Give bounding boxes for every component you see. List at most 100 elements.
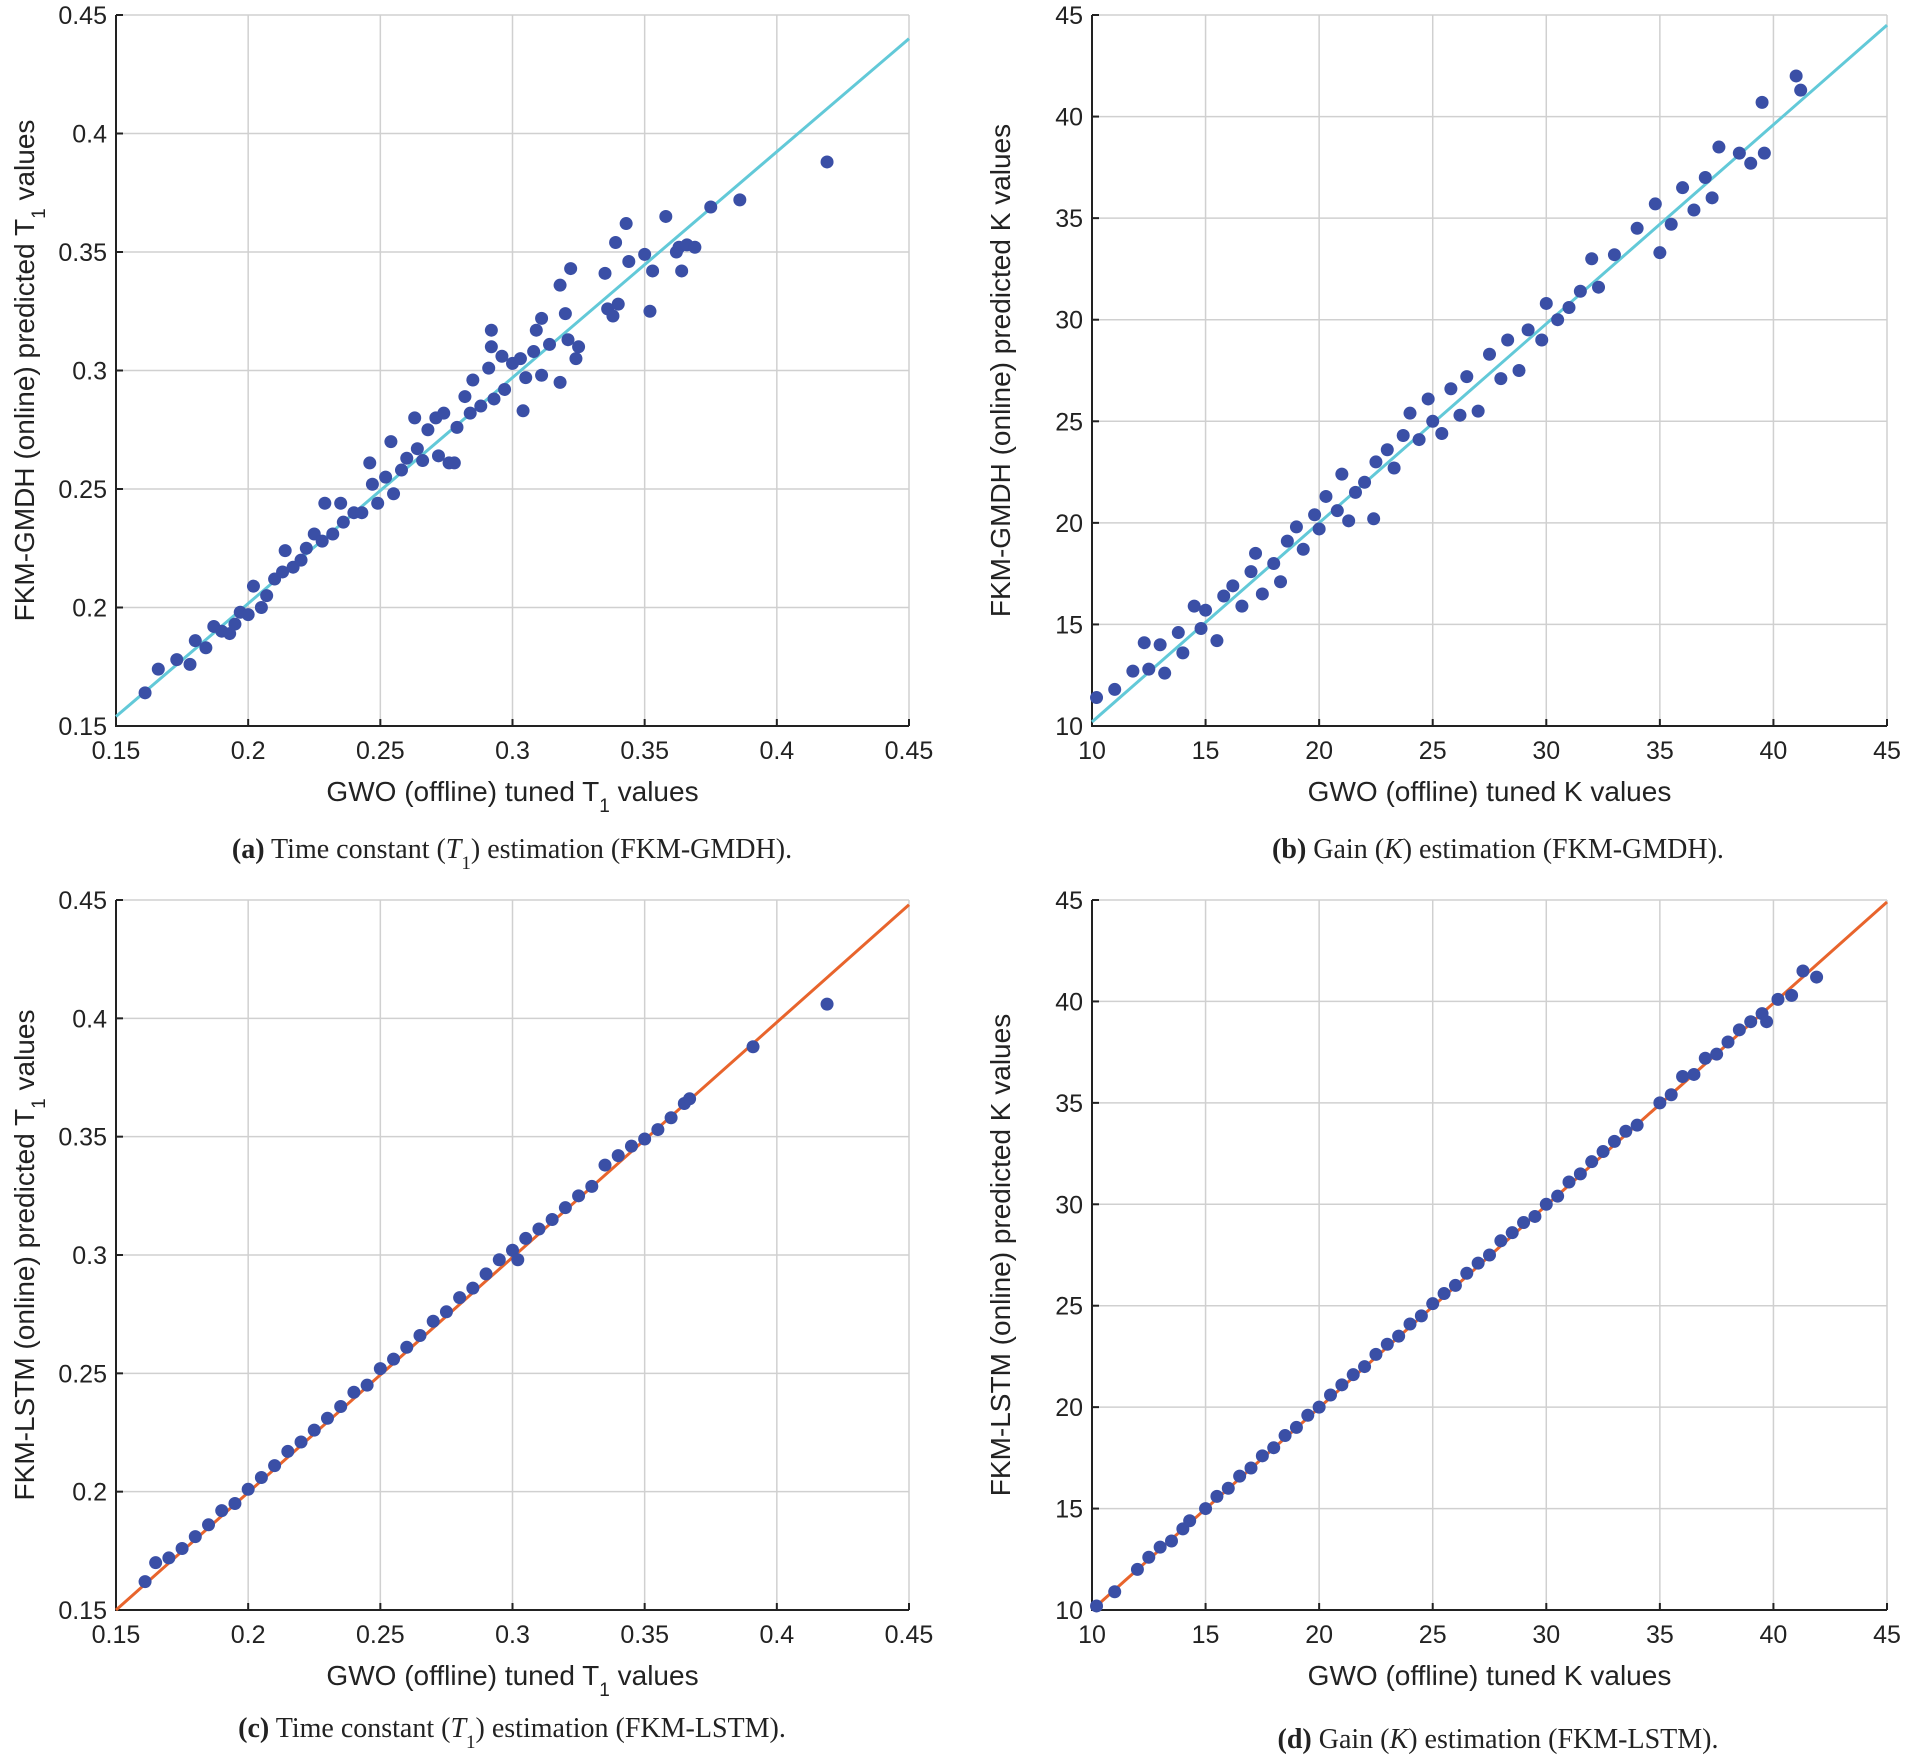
data-point (1233, 1469, 1247, 1483)
data-point (1426, 414, 1440, 428)
x-axis-label-main: GWO (offline) tuned T (326, 1660, 599, 1691)
data-point (320, 1411, 334, 1425)
x-tick-label: 0.4 (759, 737, 794, 765)
data-point (1392, 1329, 1406, 1343)
data-point (516, 404, 530, 418)
data-point (387, 487, 401, 501)
data-point (1324, 1388, 1337, 1402)
data-point (622, 254, 636, 268)
y-axis-label-suffix: values (9, 120, 40, 209)
chart-a: 0.15 0.2 0.25 0.3 0.35 0.4 0.45 0.15 0.2 0.25 0.3 0… (9, 2, 933, 874)
data-point (1619, 1124, 1633, 1138)
y-tick-label: 0.2 (72, 595, 107, 623)
data-point (1244, 565, 1258, 579)
data-point (241, 1482, 255, 1496)
x-tick-label: 40 (1760, 737, 1788, 765)
data-point (151, 662, 165, 676)
x-axis-label: GWO (offline) tuned T1 values (326, 776, 698, 817)
data-point (619, 217, 633, 231)
data-point (276, 565, 290, 579)
x-tick-label: 35 (1646, 1621, 1674, 1649)
y-tick-label: 0.15 (58, 1597, 107, 1625)
x-tick-label: 35 (1646, 737, 1674, 765)
data-point (651, 1123, 665, 1137)
data-point (1335, 467, 1349, 481)
data-point (643, 304, 657, 318)
caption-post: ) estimation (FKM-GMDH). (1403, 834, 1724, 865)
data-point (1744, 156, 1758, 170)
x-axis-label-main: GWO (offline) tuned K values (1308, 776, 1672, 807)
data-point (1217, 589, 1231, 603)
data-point (1648, 197, 1662, 211)
data-point (326, 527, 340, 541)
data-point (561, 333, 575, 347)
y-tick-label: 20 (1055, 510, 1083, 538)
data-point (482, 361, 496, 375)
data-point (543, 337, 557, 351)
data-point (1090, 691, 1104, 705)
data-point (1187, 599, 1201, 613)
data-point (1810, 970, 1824, 984)
data-point (260, 589, 274, 603)
data-point (1301, 1408, 1315, 1422)
x-axis-label: GWO (offline) tuned T1 values (326, 1660, 698, 1701)
x-tick-label: 40 (1760, 1621, 1788, 1649)
data-point (1676, 1069, 1690, 1083)
data-point (1573, 284, 1587, 298)
data-point (638, 1132, 652, 1146)
data-point (355, 506, 369, 520)
data-point (535, 368, 549, 382)
y-tick-label: 25 (1055, 408, 1083, 436)
y-axis-label-main: FKM-GMDH (online) predicted K values (985, 124, 1016, 617)
data-point (347, 1385, 361, 1399)
data-point (228, 617, 242, 631)
data-point (820, 155, 834, 169)
x-tick-label: 0.25 (356, 737, 405, 765)
data-point (1255, 1449, 1269, 1463)
data-point (532, 1222, 546, 1236)
caption-pre: Gain ( (1306, 834, 1384, 865)
data-point (545, 1213, 559, 1226)
data-point (1255, 587, 1269, 601)
x-tick-label: 10 (1078, 737, 1106, 765)
data-point (1483, 1248, 1496, 1262)
data-point (413, 1328, 427, 1342)
x-tick-label: 0.3 (495, 1621, 530, 1649)
x-tick-label: 15 (1192, 737, 1220, 765)
data-point (1698, 1051, 1712, 1065)
x-tick-label: 0.45 (885, 737, 934, 765)
y-axis-label: FKM-LSTM (online) predicted T1 values (9, 1010, 50, 1501)
data-point (1687, 1067, 1701, 1081)
y-tick-label: 0.35 (58, 239, 107, 267)
data-point (598, 1158, 612, 1172)
data-point (598, 266, 612, 280)
x-axis-label-suffix: values (610, 776, 699, 807)
caption-pre: Time constant ( (269, 1713, 450, 1744)
data-point (484, 323, 498, 337)
data-point (1596, 1145, 1610, 1159)
data-point (1698, 171, 1712, 185)
y-axis-label-main: FKM-GMDH (online) predicted T (9, 219, 40, 621)
y-axis-label: FKM-LSTM (online) predicted K values (985, 1014, 1016, 1496)
data-point (138, 1575, 152, 1589)
data-point (624, 1139, 638, 1153)
data-point (1210, 1489, 1224, 1503)
data-point (447, 456, 461, 470)
x-tick-label: 0.2 (231, 1621, 266, 1649)
data-point (1380, 1337, 1394, 1351)
y-tick-label: 15 (1055, 1496, 1083, 1524)
data-point (659, 209, 673, 223)
y-axis-label: FKM-GMDH (online) predicted T1 values (9, 120, 50, 622)
x-tick-label: 25 (1419, 1621, 1447, 1649)
x-tick-label: 0.45 (885, 1621, 934, 1649)
data-point (1267, 1441, 1281, 1455)
x-tick-label: 45 (1873, 1621, 1901, 1649)
x-tick-label: 0.35 (620, 1621, 669, 1649)
data-point (439, 1305, 453, 1319)
x-tick-label: 25 (1419, 737, 1447, 765)
caption-var: K (1389, 1724, 1410, 1755)
data-point (1705, 191, 1719, 205)
data-point (611, 1149, 625, 1163)
data-point (498, 382, 512, 396)
x-axis-label-subscript: 1 (599, 1680, 610, 1701)
